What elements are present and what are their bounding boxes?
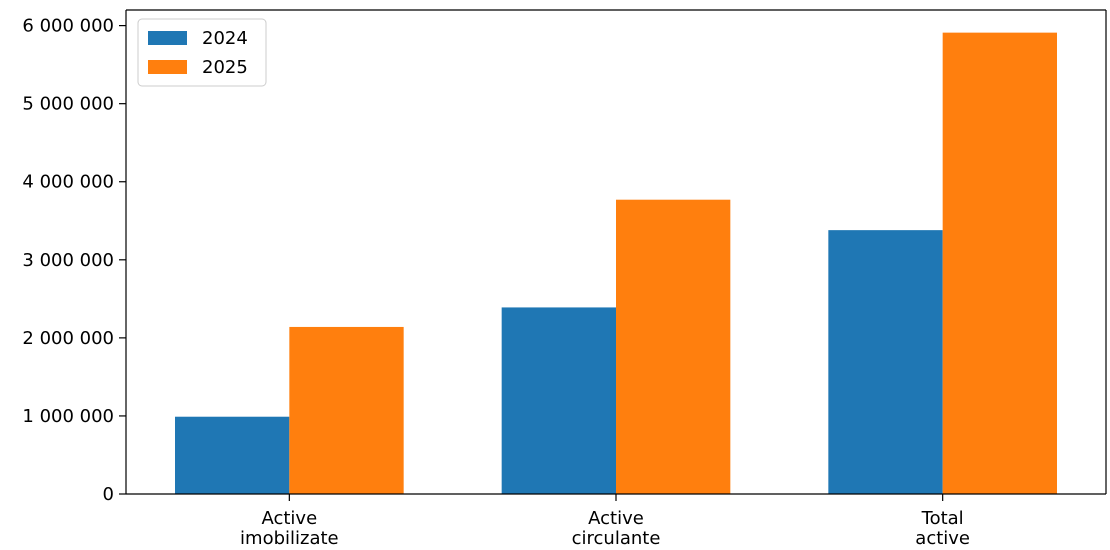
bar-2025-2 [942, 32, 1057, 495]
bar-2025-1 [616, 199, 731, 494]
bar-2025-0 [289, 326, 404, 494]
legend-swatch-2024 [148, 31, 187, 45]
legend: 2024 2025 [137, 18, 267, 87]
y-tick-label: 5 000 000 [22, 94, 114, 115]
x-tick-label: Active imobilizate [240, 508, 339, 549]
bar-2024-0 [175, 416, 290, 494]
bars-group [175, 32, 1057, 495]
legend-swatch-2025 [148, 60, 187, 74]
x-tick-label: Active circulante [572, 508, 661, 549]
bar-2024-1 [501, 307, 616, 494]
bar-2024-2 [828, 230, 943, 494]
legend-label-2024: 2024 [202, 28, 248, 49]
y-tick-label: 3 000 000 [22, 250, 114, 271]
legend-label-2025: 2025 [202, 57, 248, 78]
y-tick-label: 6 000 000 [22, 16, 114, 37]
y-tick-label: 2 000 000 [22, 328, 114, 349]
y-tick-label: 0 [103, 484, 114, 505]
axes-group: 0 1 000 000 2 000 000 3 000 000 4 000 000 5 0… [22, 9, 1107, 549]
x-tick-label: Total active [915, 508, 970, 549]
y-tick-label: 4 000 000 [22, 172, 114, 193]
y-tick-label: 1 000 000 [22, 406, 114, 427]
